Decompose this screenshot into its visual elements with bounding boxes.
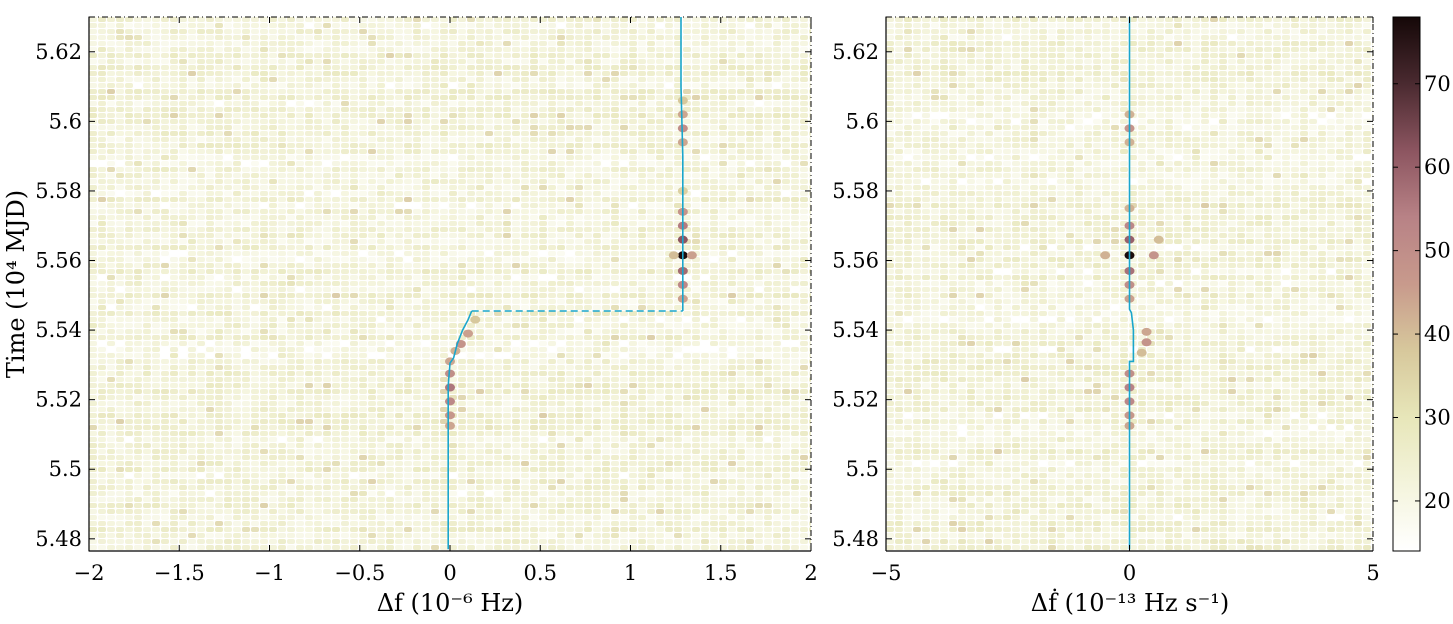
left-hotspot-10	[677, 96, 688, 105]
right-x-tick-label-0: −5	[871, 561, 902, 585]
colorbar-tick-label-0: 20	[1424, 489, 1451, 513]
left-heatmap-cells	[89, 17, 811, 550]
left-heatmap-panel: −2 −1.5 −1 −0.5 0 0.5 1 1.5 2 5.48 5.5 5.52 5.54 5.5…	[2, 16, 818, 617]
left-x-tick-label-3: −0.5	[334, 561, 385, 585]
right-track-line	[1128, 17, 1135, 550]
left-y-tick-label-6: 5.6	[49, 109, 82, 133]
left-track-line	[447, 17, 684, 550]
colorbar-bar	[1392, 16, 1421, 552]
colorbar: 20 30 40 50 60 70	[1392, 16, 1451, 552]
right-x-tick-label-2: 5	[1366, 561, 1379, 585]
left-hotspot-15	[445, 397, 455, 406]
left-x-tick-label-1: −1.5	[154, 561, 205, 585]
left-hotspot-18	[445, 421, 455, 430]
left-y-tick-label-1: 5.5	[49, 457, 82, 481]
right-hotspot-19	[1141, 327, 1152, 336]
right-y-axis-ticks: 5.48 5.5 5.52 5.54 5.56 5.58 5.6 5.62	[832, 40, 1373, 551]
right-hotspot-11	[1100, 251, 1111, 260]
left-track-segment-1	[447, 310, 473, 550]
left-y-tick-label-0: 5.48	[35, 527, 82, 551]
left-y-tick-label-2: 5.52	[35, 388, 82, 412]
left-y-tick-label-4: 5.56	[35, 249, 82, 273]
left-x-tick-label-7: 1.5	[704, 561, 737, 585]
colorbar-tick-label-2: 40	[1424, 322, 1451, 346]
left-x-tick-label-5: 0.5	[524, 561, 557, 585]
left-hotspot-14	[445, 383, 455, 392]
right-hotspot-10	[1148, 251, 1159, 260]
colorbar-ticks: 20 30 40 50 60 70	[1393, 72, 1451, 513]
right-y-tick-label-1: 5.5	[846, 457, 879, 481]
left-x-tick-label-0: −2	[74, 561, 105, 585]
left-hotspot-16	[445, 369, 455, 378]
left-x-tick-label-4: 0	[443, 561, 456, 585]
left-x-tick-label-6: 1	[624, 561, 637, 585]
right-track-segment-1	[1128, 17, 1135, 550]
left-x-axis-label: Δf (10⁻⁶ Hz)	[377, 589, 524, 617]
left-y-axis-ticks: 5.48 5.5 5.52 5.54 5.56 5.58 5.6 5.62	[35, 40, 811, 551]
left-x-axis-ticks: −2 −1.5 −1 −0.5 0 0.5 1 1.5 2	[74, 17, 818, 585]
right-y-tick-label-5: 5.58	[832, 179, 879, 203]
right-y-tick-label-2: 5.52	[832, 388, 879, 412]
right-hotspot-18	[1141, 338, 1152, 347]
right-y-tick-label-6: 5.6	[846, 109, 879, 133]
colorbar-tick-label-3: 50	[1424, 239, 1451, 263]
colorbar-tick-label-5: 70	[1424, 72, 1451, 96]
right-hotspot-12	[1153, 235, 1164, 244]
right-heatmap-panel: −5 0 5 5.48 5.5 5.52 5.54 5.56 5.58 5.6 5.62 Δḟ (…	[832, 16, 1380, 617]
right-y-tick-label-7: 5.62	[832, 40, 879, 64]
left-x-tick-label-2: −1	[254, 561, 285, 585]
right-y-tick-label-0: 5.48	[832, 527, 879, 551]
left-hotspot-12	[686, 251, 697, 260]
left-track-segment-2	[680, 17, 684, 311]
right-x-axis-ticks: −5 0 5	[871, 17, 1380, 585]
left-hotspot-23	[470, 315, 481, 324]
left-y-tick-label-3: 5.54	[35, 318, 82, 342]
right-x-tick-label-1: 0	[1123, 561, 1136, 585]
left-hotspot-21	[463, 329, 474, 338]
right-y-tick-label-4: 5.56	[832, 249, 879, 273]
left-y-tick-label-7: 5.62	[35, 40, 82, 64]
right-hotspot-20	[1136, 348, 1147, 357]
colorbar-tick-label-4: 60	[1424, 155, 1451, 179]
right-y-tick-label-3: 5.54	[832, 318, 879, 342]
right-heatmap-cells	[886, 17, 1373, 550]
left-y-axis-label: Time (10⁴ MJD)	[2, 190, 30, 378]
colorbar-tick-label-1: 30	[1424, 406, 1451, 430]
left-y-tick-label-5: 5.58	[35, 179, 82, 203]
left-hotspot-9	[677, 110, 688, 119]
right-x-axis-label: Δḟ (10⁻¹³ Hz s⁻¹)	[1031, 588, 1229, 617]
left-x-tick-label-8: 2	[804, 561, 817, 585]
left-hotspot-17	[445, 411, 455, 420]
left-hotspot-13	[668, 251, 679, 260]
